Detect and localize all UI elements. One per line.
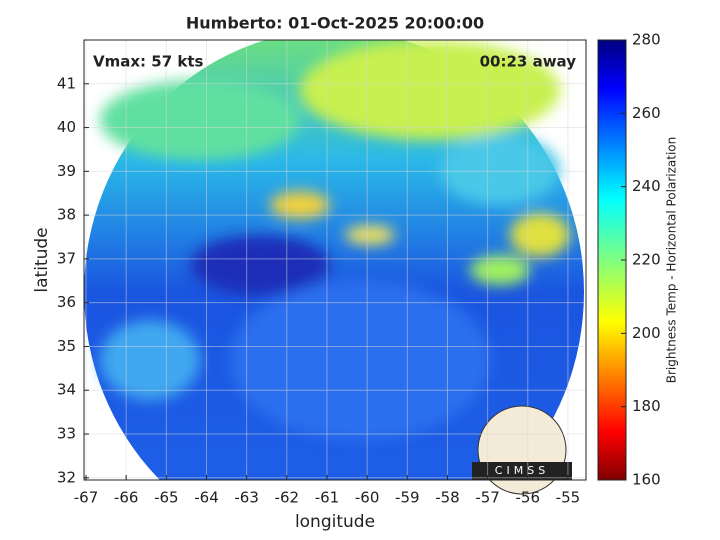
colorbar-tick-label: 260	[632, 104, 661, 122]
annotation: 00:23 away	[480, 53, 577, 71]
x-tick-label: -66	[114, 489, 139, 507]
logo-text: CIMSS	[495, 464, 549, 477]
y-tick-label: 41	[57, 74, 76, 92]
y-tick-label: 39	[57, 162, 76, 180]
cimss-logo: CIMSS	[472, 405, 572, 495]
y-tick-label: 36	[57, 293, 76, 311]
colorbar-label: Brightness Temp - Horizontal Polarizatio…	[665, 137, 679, 384]
x-tick-label: -65	[154, 489, 179, 507]
x-tick-label: -67	[74, 489, 99, 507]
x-tick-label: -64	[194, 489, 219, 507]
y-tick-label: 35	[57, 337, 76, 355]
y-tick-label: 38	[57, 206, 76, 224]
colorbar-tick-label: 180	[632, 397, 661, 415]
x-tick-label: -60	[355, 489, 380, 507]
chart-title: Humberto: 01-Oct-2025 20:00:00	[186, 14, 484, 33]
colorbar-tick-label: 240	[632, 177, 661, 195]
axes-box	[83, 39, 587, 481]
y-axis-label: latitude	[32, 227, 52, 292]
x-tick-label: -62	[275, 489, 300, 507]
colorbar-tick-label: 220	[632, 251, 661, 269]
x-tick-label: -57	[475, 489, 500, 507]
colorbar-tick-label: 200	[632, 324, 661, 342]
y-tick-label: 33	[57, 425, 76, 443]
x-tick-label: -61	[315, 489, 340, 507]
y-tick-label: 34	[57, 381, 76, 399]
satellite-image	[84, 40, 584, 480]
colorbar-tick-label: 160	[632, 471, 661, 489]
x-tick-label: -63	[234, 489, 259, 507]
x-axis-label: longitude	[295, 512, 375, 532]
x-tick-label: -58	[435, 489, 460, 507]
annotation: Vmax: 57 kts	[93, 53, 203, 71]
x-tick-label: -59	[395, 489, 420, 507]
x-tick-label: -56	[516, 489, 541, 507]
colorbar-tick-label: 280	[632, 31, 661, 49]
x-tick-label: -55	[556, 489, 581, 507]
y-tick-label: 40	[57, 118, 76, 136]
y-tick-label: 32	[57, 468, 76, 486]
y-tick-label: 37	[57, 249, 76, 267]
